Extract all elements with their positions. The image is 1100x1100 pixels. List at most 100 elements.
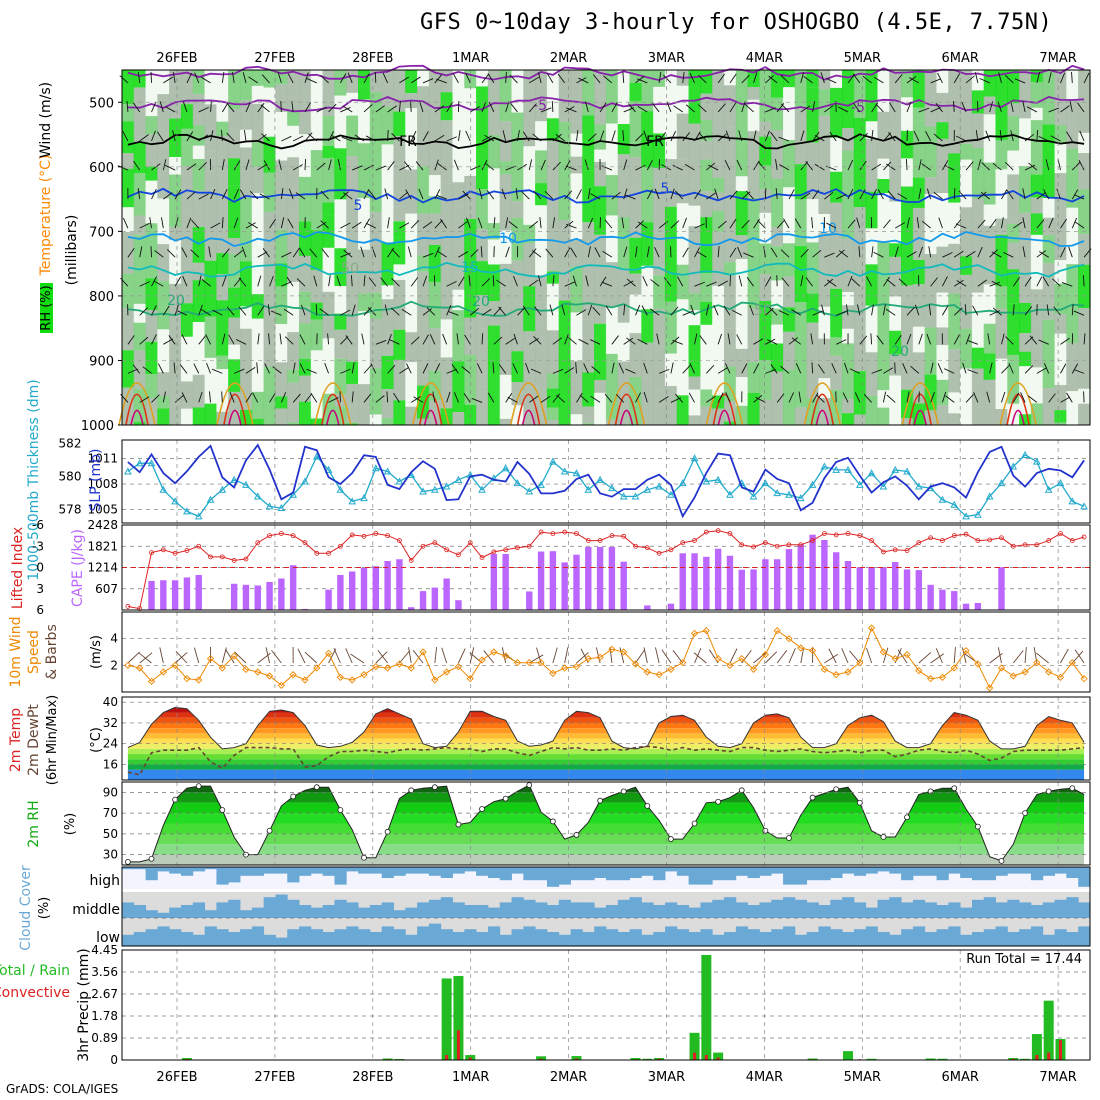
wind-barb (628, 103, 636, 113)
rh-shade-cell (346, 383, 359, 424)
wind-barb (377, 650, 388, 664)
rh-shade-cell (133, 267, 147, 304)
wind-barb (139, 307, 148, 316)
wind-barb (800, 105, 811, 113)
wind-barb (736, 159, 743, 171)
wind-barb (776, 393, 785, 403)
wind-barb (765, 338, 776, 345)
rh-shade-cell (192, 94, 206, 110)
wind-barb (422, 275, 428, 287)
wind-barb (434, 647, 438, 664)
wind-barb (529, 279, 539, 287)
wind-barb (408, 647, 412, 664)
li-point (456, 552, 461, 558)
rh-shade-cell (251, 70, 265, 86)
cloud-bar (983, 867, 996, 881)
rh-shade-cell (251, 103, 265, 143)
rh-shade-cell (216, 136, 229, 170)
rh-shade-cell (358, 197, 371, 250)
rh-shade-cell (440, 319, 454, 358)
wind-barb (852, 73, 861, 84)
rh2m-axis-label: 2m RH (26, 800, 42, 847)
thickness-point (430, 485, 439, 493)
rh-shade-cell (476, 86, 489, 141)
rh-shade-cell (629, 82, 643, 102)
rh-shade-cell (346, 269, 359, 312)
rh-shade-cell (960, 274, 973, 329)
rh-shade-cell (747, 181, 761, 198)
wind-barb (585, 275, 589, 287)
isotherm-35 (423, 409, 438, 426)
rh-shade-cell (145, 134, 159, 167)
thickness-point (749, 492, 758, 500)
thickness-point (643, 485, 652, 493)
rh-shade-cell (546, 350, 560, 374)
wind-barb (375, 395, 385, 403)
rh-axis-label: RH (%) (39, 285, 54, 330)
rh-shade-cell (723, 328, 737, 367)
rh-shade-cell (842, 70, 855, 103)
wind-barb (706, 365, 715, 374)
wind-barb (928, 246, 932, 258)
wind-barb (245, 392, 253, 403)
wind-barb (611, 191, 621, 200)
rh-shade-cell (511, 295, 524, 352)
wind-barb (226, 306, 235, 316)
isotherm-35 (1011, 409, 1025, 426)
wind-barb (1022, 188, 1026, 200)
wind-barb (245, 101, 251, 113)
wind-barb (398, 100, 401, 112)
wind-barb (446, 368, 457, 374)
wind-barb (1043, 363, 1050, 374)
rh-shade-cell (806, 199, 820, 243)
rh-shade-cell (275, 111, 288, 161)
cloud-bar (606, 905, 619, 918)
wind-barb (186, 217, 192, 229)
wind-barb (174, 276, 182, 287)
cape-bar (325, 589, 332, 610)
wind-barb (564, 190, 573, 200)
cape-bar (526, 591, 533, 610)
wind-barb (788, 189, 795, 200)
wind-barb (953, 334, 960, 345)
rh-shade-cell (1042, 388, 1056, 425)
wind-barb (871, 304, 874, 316)
rh-shade-cell (629, 173, 643, 192)
rh-shade-cell (322, 247, 336, 261)
rh-shade-cell (499, 374, 513, 419)
thickness-point (454, 475, 463, 483)
rh-point (762, 827, 769, 834)
wind-barb (360, 246, 365, 258)
wind-barb (635, 304, 641, 316)
li-line (127, 530, 1085, 610)
rh-shade-cell (1019, 118, 1032, 167)
isotherm-35 (326, 409, 340, 426)
wind-barb (292, 247, 300, 258)
rh-shade-cell (263, 70, 277, 88)
wind-barb (812, 392, 819, 403)
wind-barb (646, 189, 653, 200)
cloud-bar (747, 929, 760, 946)
rh-shade-cell (334, 95, 347, 149)
wind-barb (1052, 278, 1061, 287)
cloud-bar (653, 932, 666, 946)
wind-barb (551, 100, 554, 112)
wind-barb (699, 335, 707, 345)
rh-shade-cell (747, 197, 761, 255)
rh-shade-cell (546, 330, 560, 351)
cloud-bar (759, 932, 772, 946)
rh-shade-cell (358, 384, 371, 425)
wind-barb (775, 159, 778, 171)
wind-barb (481, 333, 484, 345)
date-label-top: 26FEB (156, 51, 197, 66)
wind-barb (836, 310, 847, 316)
rh-shade-cell (121, 153, 135, 169)
wind-barb (530, 368, 542, 374)
rh-shade-cell (1030, 213, 1044, 235)
rh-shade-cell (735, 308, 749, 349)
wind-barb (611, 102, 618, 113)
wind-barb (623, 246, 628, 258)
wind-barb (953, 73, 961, 84)
rh-shade-cell (594, 289, 607, 324)
cape-bar (773, 559, 781, 610)
